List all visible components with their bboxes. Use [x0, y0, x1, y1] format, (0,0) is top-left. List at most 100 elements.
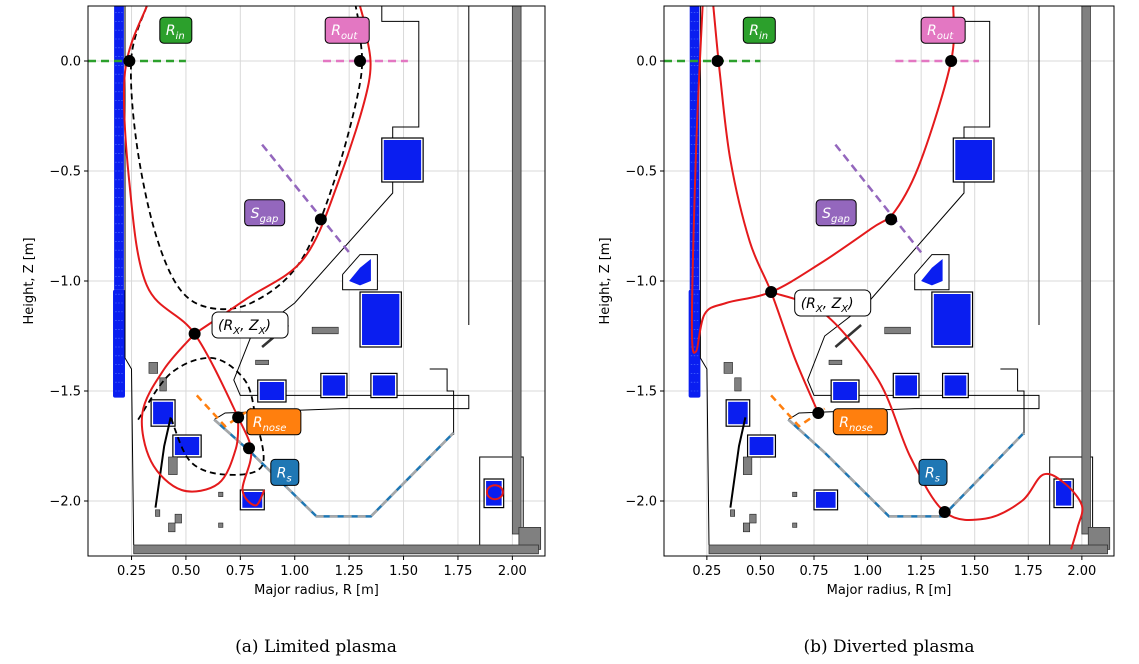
diagonal-coil — [921, 259, 943, 286]
label-box-r_out — [920, 16, 966, 44]
passive-structure — [723, 362, 733, 374]
passive-structure — [155, 509, 161, 517]
outer-passive-column — [511, 6, 522, 535]
coil — [895, 375, 917, 396]
passive-structure — [168, 522, 176, 533]
y-tick-label: −0.5 — [49, 165, 81, 180]
coil — [933, 294, 971, 345]
x-tick-label: 2.00 — [1067, 564, 1096, 579]
divertor-target-dash — [213, 418, 455, 518]
point-s-gap — [885, 213, 898, 226]
label-x-point: (RX, ZX) — [801, 296, 854, 315]
coil — [174, 437, 200, 455]
passive-structure — [218, 522, 224, 528]
point-x-point — [188, 327, 201, 340]
x-tick-label: 0.75 — [800, 564, 829, 579]
point-r-s — [938, 506, 951, 518]
passive-rod — [154, 417, 172, 508]
label-box-s_gap — [815, 199, 857, 227]
x-tick-label: 1.25 — [335, 564, 364, 579]
coil — [944, 375, 967, 396]
point-r-nose — [812, 407, 825, 419]
passive-structure — [884, 326, 911, 335]
y-tick-label: −1.5 — [625, 385, 657, 400]
central-solenoid-upper — [114, 6, 124, 290]
vessel-wall-outer — [1000, 368, 1025, 435]
boundary-red-sep-lower — [690, 6, 956, 354]
s-gap-line — [261, 143, 351, 254]
x-tick-label: 1.00 — [853, 564, 882, 579]
passive-structure — [828, 359, 843, 365]
floor-passive-plate — [708, 544, 1108, 555]
label-box-r_in — [742, 16, 776, 44]
coil — [322, 375, 345, 396]
x-tick-label: 2.00 — [498, 564, 527, 579]
y-tick-label: −0.5 — [625, 165, 657, 180]
coil — [955, 140, 992, 180]
plot-area — [664, 6, 1114, 556]
point-r-s — [243, 442, 256, 455]
x-axis-label: Major radius, R [m] — [827, 583, 952, 598]
passive-structure — [742, 456, 753, 475]
passive-structure — [734, 377, 742, 392]
coil — [1056, 481, 1072, 506]
coil — [383, 140, 422, 180]
lower-wall — [133, 456, 524, 550]
y-tick-label: 0.0 — [636, 55, 657, 70]
x-tick-label: 0.25 — [117, 564, 146, 579]
vessel-wall-outer — [429, 368, 455, 435]
passive-structure — [742, 522, 751, 533]
y-tick-label: −2.0 — [49, 495, 81, 510]
panel-caption: (a) Limited plasma — [235, 637, 397, 657]
point-s-gap — [314, 213, 327, 226]
outer-passive-column — [1081, 6, 1091, 535]
label-box-r_out — [324, 16, 370, 44]
lower-wall — [709, 456, 1094, 550]
point-r-out — [945, 55, 958, 67]
y-tick-label: −1.5 — [49, 385, 81, 400]
label-box-r_nose — [246, 408, 302, 436]
coil — [749, 437, 774, 455]
x-tick-label: 1.75 — [1014, 564, 1043, 579]
boundary-red-sep-inner — [712, 6, 820, 414]
boundary-spacer-2 — [793, 6, 892, 219]
lcfs-dashed — [130, 6, 364, 311]
passive-structure — [168, 456, 178, 475]
x-tick-label: 0.75 — [226, 564, 255, 579]
x-tick-label: 1.25 — [907, 564, 936, 579]
point-r-in — [711, 55, 724, 67]
label-box-x-point — [794, 289, 872, 317]
plot-area — [88, 6, 545, 556]
coil — [833, 382, 857, 400]
coil — [153, 401, 174, 425]
label-box-r_s — [270, 458, 300, 486]
passive-strut — [834, 324, 862, 348]
boundary-red-left — [122, 6, 266, 507]
passive-structure — [311, 326, 339, 335]
label-r_out: Rout — [331, 23, 358, 42]
label-s_gap: Sgap — [822, 206, 850, 225]
coil — [259, 382, 285, 400]
central-solenoid-lower — [113, 289, 125, 398]
label-r_in: Rin — [166, 23, 185, 42]
label-s_gap: Sgap — [251, 206, 279, 225]
point-r-out — [354, 55, 367, 67]
diagonal-coil — [349, 259, 371, 286]
passive-structure — [749, 513, 757, 524]
coil — [372, 375, 396, 396]
point-r-nose — [232, 411, 245, 424]
label-box-r_in — [159, 16, 193, 44]
divertor-target-dash — [787, 418, 1025, 518]
label-r_nose: Rnose — [253, 415, 287, 434]
x-axis-label: Major radius, R [m] — [254, 583, 379, 598]
s-gap-line — [834, 143, 923, 254]
vessel-wall — [788, 6, 1040, 421]
y-tick-label: −2.0 — [625, 495, 657, 510]
y-tick-label: 0.0 — [60, 55, 81, 70]
x-tick-label: 1.50 — [960, 564, 989, 579]
passive-rod — [729, 417, 747, 508]
coil — [728, 401, 748, 425]
panel-diverted-plasma: 0.25 0.50 0.75 1.00 1.25 1.50 1.75 2.00 0.0 −0.5 −… — [598, 5, 1115, 657]
label-r_s: Rs — [925, 465, 940, 484]
x-tick-label: 1.50 — [389, 564, 418, 579]
